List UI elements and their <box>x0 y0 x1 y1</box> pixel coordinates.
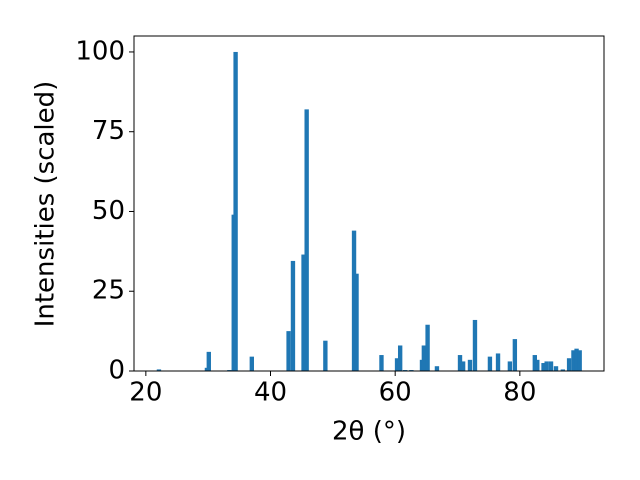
bar <box>574 348 579 371</box>
bar <box>233 51 238 371</box>
bar <box>457 355 463 371</box>
bar <box>495 353 501 371</box>
x-tick-label: 80 <box>503 378 536 408</box>
bar <box>156 369 162 371</box>
bar <box>566 358 572 371</box>
y-axis-label: Intensities (scaled) <box>31 81 61 328</box>
bar <box>487 356 493 371</box>
bar <box>544 361 549 371</box>
bar <box>548 361 554 371</box>
y-tick-label: 0 <box>108 356 125 386</box>
bar <box>206 351 211 371</box>
bar <box>290 260 296 371</box>
bar <box>541 363 546 371</box>
bar <box>286 331 291 371</box>
y-tick-label: 100 <box>75 36 125 66</box>
bar <box>354 273 359 371</box>
bar <box>425 324 430 371</box>
bar <box>571 350 576 371</box>
bar <box>301 254 306 371</box>
bar <box>434 366 440 371</box>
bar <box>394 358 400 371</box>
bar <box>421 345 427 371</box>
bar <box>553 366 559 371</box>
bar <box>304 109 309 371</box>
x-axis-label: 2θ (°) <box>332 417 406 447</box>
bar <box>323 340 328 371</box>
y-tick-label: 50 <box>92 196 125 226</box>
bar <box>472 319 478 371</box>
x-tick-label: 60 <box>379 378 412 408</box>
x-tick-label: 20 <box>129 378 162 408</box>
bar <box>507 361 513 371</box>
bar <box>351 230 357 371</box>
bar <box>379 355 384 371</box>
bar <box>460 361 466 371</box>
bar <box>535 359 540 371</box>
bar <box>467 359 473 371</box>
bar <box>249 356 254 371</box>
y-tick-label: 25 <box>92 276 125 306</box>
x-tick-label: 40 <box>254 378 287 408</box>
bar <box>577 350 582 371</box>
plot-frame <box>133 35 605 372</box>
y-tick-label: 75 <box>92 116 125 146</box>
bar <box>532 355 537 371</box>
bar <box>512 339 518 371</box>
bar <box>560 369 566 371</box>
bar <box>397 345 403 371</box>
